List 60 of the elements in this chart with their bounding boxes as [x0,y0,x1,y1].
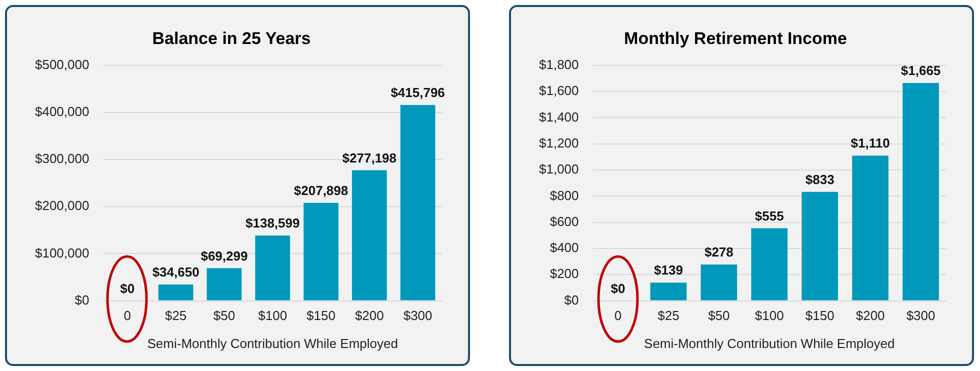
x-tick-label: $150 [805,308,834,324]
bar [206,268,242,300]
x-tick-label: $100 [754,308,784,324]
data-label: $34,650 [152,264,200,280]
y-tick-label: $300,000 [34,151,90,166]
x-tick-label: $50 [213,308,236,324]
data-label: $207,898 [294,183,348,198]
x-tick-label: $150 [306,308,336,324]
y-tick-label: $600 [550,214,579,229]
bar [304,202,338,300]
bar [852,156,888,300]
data-label: $0 [610,280,626,296]
data-label: $0 [120,280,135,296]
data-label: $1,110 [850,136,890,151]
y-tick-label: $1,200 [538,135,579,150]
bar [902,83,939,300]
data-label: $415,796 [390,85,445,100]
x-tick-label: $25 [164,308,187,324]
data-label: $69,299 [200,248,248,264]
y-tick-label: $500,000 [34,56,90,72]
data-label: $278 [704,244,734,260]
chart-title: Balance in 25 Years [152,28,311,48]
bar [400,105,436,300]
bar [751,228,788,300]
y-tick-label: $1,400 [538,109,579,124]
y-tick-label: $400,000 [34,104,90,120]
bar [158,284,194,300]
x-tick-label: $300 [906,308,936,324]
y-tick-label: $1,600 [538,83,579,98]
bar [650,282,687,300]
data-label: $555 [754,208,784,224]
x-tick-label: $200 [856,308,885,324]
bar [700,264,738,300]
data-label: $138,599 [245,216,300,231]
y-tick-label: $0 [564,292,579,308]
x-tick-label: $25 [658,308,680,324]
x-tick-label: $300 [403,308,432,324]
data-label: $833 [805,172,834,187]
x-tick-label: 0 [124,308,132,324]
chart-title: Monthly Retirement Income [624,28,847,48]
bar [255,236,290,300]
y-tick-label: $800 [550,188,579,203]
y-tick-label: $1,000 [538,162,579,177]
y-tick-label: $400 [550,240,579,256]
data-label: $1,665 [900,63,941,78]
x-axis-title: Semi-Monthly Contribution While Employed [644,336,895,351]
bar [352,170,387,300]
x-tick-label: $100 [258,308,288,324]
x-tick-label: $200 [354,308,384,324]
y-tick-label: $0 [74,292,90,308]
x-tick-label: $50 [708,308,730,324]
x-tick-label: 0 [614,308,622,324]
data-label: $277,198 [342,150,397,166]
y-tick-label: $100,000 [34,245,90,260]
x-axis-title: Semi-Monthly Contribution While Employed [147,336,398,351]
y-tick-label: $200 [550,266,579,282]
y-tick-label: $200,000 [34,198,90,214]
y-tick-label: $1,800 [538,56,579,72]
bar [802,192,838,300]
data-label: $139 [654,262,683,278]
